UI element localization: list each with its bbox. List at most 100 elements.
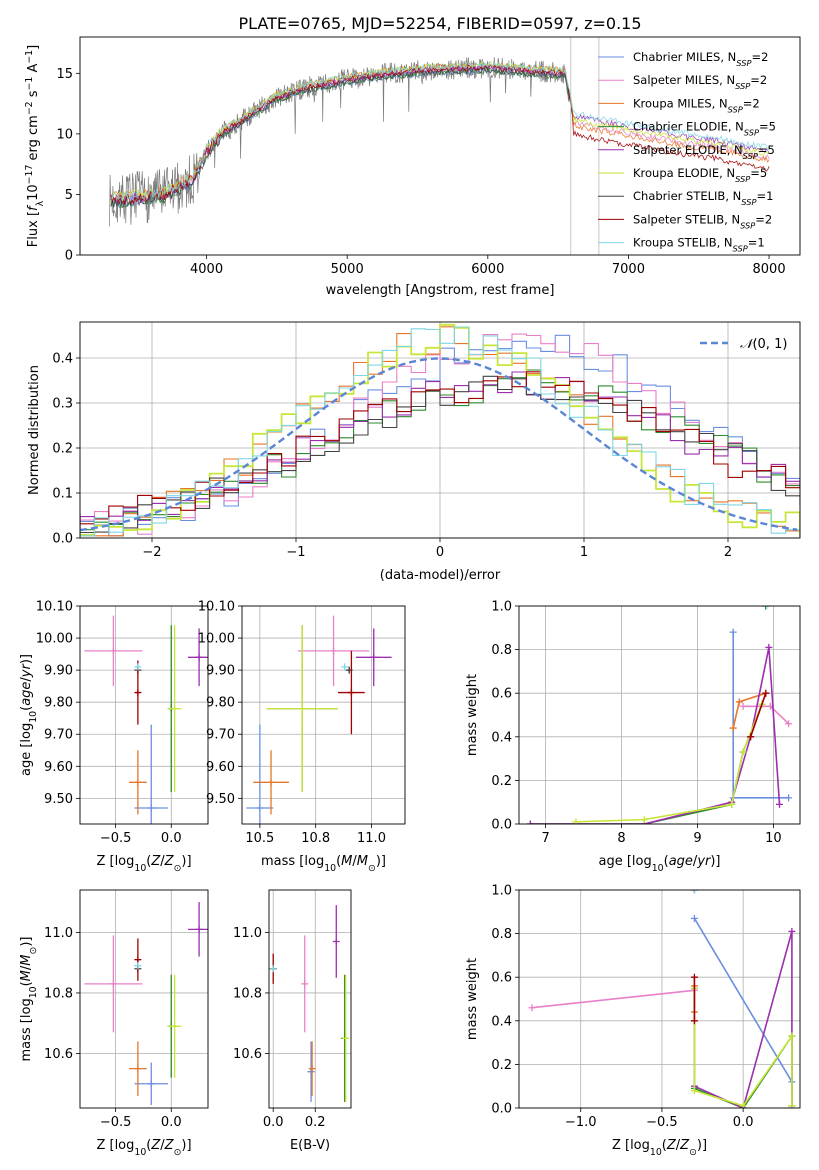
y-tick-label: 9.80: [206, 696, 235, 711]
weight-series-kroupa-miles: [729, 689, 770, 732]
data-point-marker: [728, 800, 736, 808]
plot-area: [84, 902, 208, 1105]
errorbar-chabrier-miles: [246, 724, 274, 824]
plot-area: [80, 323, 800, 537]
data-point-marker: [332, 937, 340, 945]
data-point-marker: [256, 804, 264, 812]
y-tick-label: 9.80: [44, 696, 73, 711]
data-point-marker: [739, 702, 747, 710]
weight-series-chabrier-stelib: [762, 606, 770, 610]
x-tick-label: 0.0: [263, 1115, 284, 1130]
axes-frame: [518, 605, 801, 825]
errorbar-salpeter-stelib: [134, 660, 142, 725]
data-point-marker: [109, 647, 117, 655]
y-tick-label: 9.50: [206, 792, 235, 807]
x-tick-label: 5000: [331, 262, 364, 277]
errorbar-salpeter-miles: [301, 935, 309, 1033]
x-tick-label: 8: [617, 831, 625, 846]
weight-series-chabrier-miles: [690, 914, 796, 1086]
data-point-marker: [690, 973, 698, 981]
model-spectrum-chabrier-stelib: [110, 66, 573, 209]
x-tick-label: 7000: [612, 262, 645, 277]
panel-weight-vs-age: 7 8 9 10 0.0 0.2 0.4 0.6 0.8 1.0 age [log10(age/yr…: [465, 600, 801, 874]
data-point-marker: [134, 689, 142, 697]
x-axis-label: Z [log10(Z/Z⊙)]: [96, 1138, 191, 1158]
data-point-marker: [690, 1017, 698, 1025]
data-point-marker: [528, 1004, 536, 1012]
figure-title: PLATE=0765, MJD=52254, FIBERID=0597, z=0…: [238, 14, 641, 33]
data-point-marker: [739, 1102, 747, 1108]
data-point-marker: [347, 689, 355, 697]
model-spectrum-kroupa-stelib: [110, 60, 770, 203]
x-tick-label: 4000: [190, 262, 223, 277]
panel-residuals: −2 −1 0 1 2 0.0 0.1 0.2 0.3 0.4 (data-model)/error…: [27, 321, 801, 583]
y-tick-label: 0.0: [52, 532, 73, 547]
y-axis-label: mass weight: [465, 674, 480, 756]
data-point-marker: [195, 925, 203, 933]
errorbar-kroupa-stelib: [134, 962, 142, 970]
data-point-marker: [341, 663, 349, 671]
y-axis-label: Normed distribution: [27, 365, 42, 495]
model-spectrum-salpeter-stelib: [110, 64, 770, 206]
weight-line: [693, 917, 793, 1083]
errorbar-kroupa-elodie: [167, 974, 182, 1078]
data-point-marker: [134, 956, 142, 964]
x-tick-label: −0.5: [100, 831, 132, 846]
data-point-marker: [775, 800, 783, 808]
errorbar-salpeter-miles: [84, 935, 143, 1033]
y-tick-label: 10.00: [198, 632, 235, 647]
data-point-marker: [735, 698, 743, 706]
data-point-marker: [147, 804, 155, 812]
axes-frame: [268, 889, 352, 1109]
y-tick-label: 0.0: [491, 818, 512, 833]
data-point-marker: [739, 748, 747, 756]
panel-mass-vs-z: −0.5 0.0 10.6 10.8 11.0 Z [log10(Z/Z⊙)] mass […: [19, 889, 209, 1158]
errorbar-kroupa-miles: [128, 1041, 147, 1096]
x-tick-label: 0.2: [305, 1115, 326, 1130]
weight-series-salpeter-stelib: [747, 689, 770, 741]
data-point-marker: [785, 794, 793, 802]
weight-series-kroupa-stelib: [690, 890, 698, 894]
x-axis-label: mass [log10(M/M⊙)]: [261, 854, 386, 874]
data-point-marker: [298, 705, 306, 713]
x-tick-label: 0.0: [161, 831, 182, 846]
x-tick-label: 6000: [471, 262, 504, 277]
data-point-marker: [267, 778, 275, 786]
errorbar-kroupa-miles: [253, 750, 289, 815]
y-tick-label: 0.4: [491, 1014, 512, 1029]
x-tick-label: 9: [693, 831, 701, 846]
errorbar-salpeter-stelib: [338, 650, 365, 735]
legend-label: 𝒩(0, 1): [740, 337, 787, 352]
plot-area: [528, 890, 796, 1108]
y-tick-label: 0.4: [52, 352, 73, 367]
weight-series-salpeter-stelib: [690, 973, 698, 1025]
plot-area: [269, 905, 350, 1102]
errorbar-kroupa-elodie: [342, 974, 350, 1102]
data-point-marker: [729, 628, 737, 636]
data-point-marker: [690, 914, 698, 922]
legend-label: Salpeter MILES, NSSP=2: [633, 73, 767, 91]
y-tick-label: 5: [65, 188, 73, 203]
axes-frame: [79, 36, 801, 256]
weight-line: [749, 692, 767, 738]
y-tick-label: 9.70: [44, 728, 73, 743]
panel-age-vs-z: −0.5 0.0 9.50 9.60 9.70 9.80 9.90 10.00 10.10 Z […: [19, 600, 209, 874]
data-point-marker: [301, 980, 309, 988]
y-tick-label: 10.10: [36, 600, 73, 615]
legend-label: Chabrier STELIB, NSSP=1: [633, 189, 773, 207]
data-point-marker: [690, 1087, 698, 1095]
data-point-marker: [307, 1068, 315, 1076]
x-tick-label: 7: [541, 831, 549, 846]
x-tick-label: −1: [286, 545, 305, 560]
weight-line: [531, 989, 695, 1009]
errorbar-salpeter-miles: [297, 615, 370, 687]
y-tick-label: 0.1: [52, 487, 73, 502]
x-tick-label: −0.5: [100, 1115, 132, 1130]
errorbar-chabrier-miles: [307, 1041, 315, 1102]
x-tick-label: 2: [724, 545, 732, 560]
x-tick-label: 11.0: [357, 831, 386, 846]
y-tick-label: 9.90: [206, 664, 235, 679]
errorbar-salpeter-elodie: [187, 628, 208, 687]
weight-line: [743, 705, 790, 725]
y-tick-label: 0.2: [491, 1058, 512, 1073]
